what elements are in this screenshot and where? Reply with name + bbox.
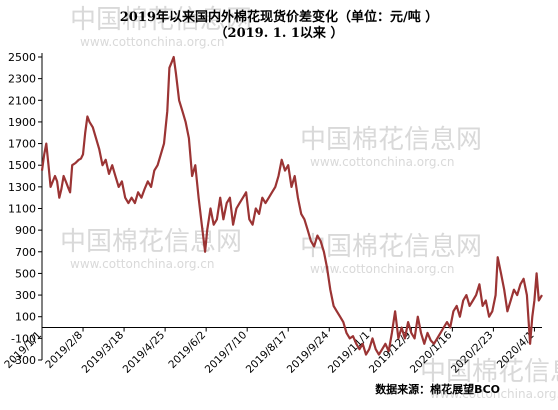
watermark-url: www.cottonchina.org.cn — [80, 35, 224, 49]
y-tick-label: 100 — [15, 311, 36, 324]
y-tick-label: 2300 — [8, 73, 36, 86]
chart-title: 2019年以来国内外棉花现货价差变化（单位：元/吨 ） — [119, 10, 439, 25]
watermark-text: 中国棉花信息网 — [70, 5, 252, 35]
watermark-url: www.cottonchina.org.cn — [70, 257, 214, 271]
y-tick-label: 1100 — [8, 203, 36, 216]
y-tick-label: 2100 — [8, 94, 36, 107]
watermark-text: 中国棉花信息网 — [60, 227, 242, 257]
series-line — [40, 55, 543, 356]
y-tick-label: 700 — [15, 246, 36, 259]
x-tick-label: 2019/9/24 — [285, 329, 332, 376]
y-tick-label: 1900 — [8, 116, 36, 129]
watermark-layer: 中国棉花信息网www.cottonchina.org.cn中国棉花信息网www.… — [60, 5, 558, 401]
axis-area — [41, 53, 542, 360]
chart-subtitle: （2019. 1. 1以来 ） — [214, 26, 344, 41]
x-tick-label: 2019/12/9 — [367, 329, 414, 376]
y-tick-label: 1700 — [8, 138, 36, 151]
x-tick-label: 2019/2/8 — [43, 329, 85, 371]
x-tick-label: 2019/6/2 — [166, 329, 208, 371]
x-tick-label: 2019/8/17 — [244, 329, 291, 376]
watermark-url: www.cottonchina.org.cn — [430, 387, 558, 401]
y-axis: -300 -100 100 300 500 700 900 1100 1300 1500 1700 1… — [8, 51, 42, 367]
y-tick-label: 300 — [15, 289, 36, 302]
y-tick-label: -300 — [11, 354, 36, 367]
watermark-text: 中国棉花信息网 — [420, 357, 558, 387]
y-tick-label: 1300 — [8, 181, 36, 194]
watermark-text: 中国棉花信息网 — [300, 125, 482, 155]
watermark-text: 中国棉花信息网 — [300, 232, 482, 262]
y-tick-label: -100 — [11, 332, 36, 345]
x-tick-label: 2019/7/10 — [203, 329, 250, 376]
x-tick-label: 2019/4/25 — [121, 329, 168, 376]
y-tick-label: 2500 — [8, 51, 36, 64]
data-source: 数据来源：棉花展望BCO — [375, 383, 500, 396]
watermark-url: www.cottonchina.org.cn — [310, 262, 454, 276]
x-tick-label: 2019/3/18 — [80, 329, 127, 376]
watermark-url: www.cottonchina.org.cn — [310, 155, 454, 169]
y-tick-label: 900 — [15, 224, 36, 237]
y-tick-label: 1500 — [8, 159, 36, 172]
y-tick-label: 500 — [15, 267, 36, 280]
